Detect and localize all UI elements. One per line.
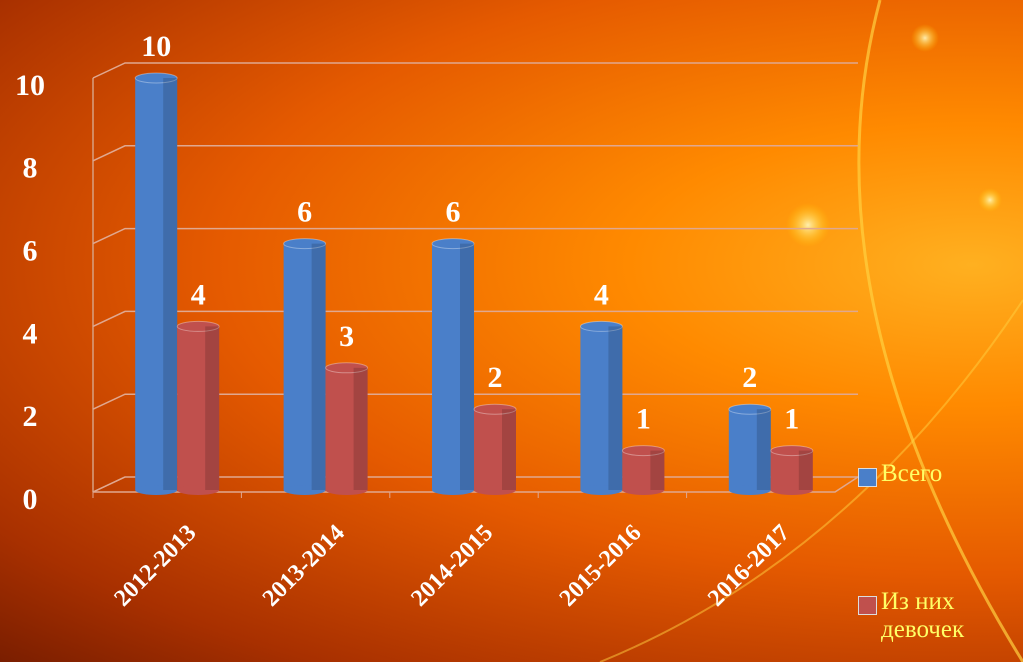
- legend-label: Всего: [881, 460, 1001, 488]
- legend-item: Из них девочек: [858, 588, 1018, 644]
- y-tick-label: 2: [23, 400, 38, 433]
- value-label: 4: [594, 278, 609, 311]
- bar: [622, 446, 664, 495]
- value-label: 6: [297, 196, 312, 229]
- bar: [771, 446, 813, 495]
- value-label: 1: [784, 403, 799, 436]
- bar-shade: [354, 368, 368, 490]
- y-tick-label: 4: [23, 317, 38, 350]
- bar-shade: [312, 244, 326, 490]
- bar: [326, 363, 368, 495]
- grid-line: [93, 146, 858, 161]
- value-label: 6: [446, 196, 461, 229]
- bar: [135, 73, 177, 495]
- bar: [729, 404, 771, 495]
- x-tick-label: 2016-2017: [703, 520, 795, 612]
- x-tick-label: 2014-2015: [406, 520, 498, 612]
- y-tick-label: 8: [23, 152, 38, 185]
- legend-swatch: [858, 468, 877, 487]
- bar-shade: [163, 78, 177, 490]
- decor-arc: [859, 0, 1023, 662]
- decor-glow: [911, 24, 939, 52]
- bar-shade: [608, 326, 622, 490]
- bar-shade: [460, 244, 474, 490]
- x-tick-label: 2012-2013: [110, 520, 202, 612]
- bar: [284, 239, 326, 495]
- legend-swatch: [858, 596, 877, 615]
- bar-shade: [757, 409, 771, 490]
- grid-line: [93, 229, 858, 244]
- value-label: 4: [191, 278, 206, 311]
- x-tick-label: 2013-2014: [258, 520, 350, 612]
- bar: [177, 321, 219, 495]
- bar-shade: [502, 409, 516, 490]
- y-tick-label: 10: [15, 69, 45, 102]
- bar: [474, 404, 516, 495]
- grid-line: [93, 63, 858, 78]
- decor-glow: [786, 203, 830, 247]
- legend-item: Всего: [858, 460, 1018, 488]
- y-tick-label: 6: [23, 234, 38, 267]
- chart: 0 2 4 6 8 10 2012-2013 10 4 2013-2014 6 3 2014-2015 6…: [0, 0, 1023, 662]
- value-label: 2: [742, 361, 757, 394]
- value-label: 10: [141, 30, 171, 63]
- x-tick-label: 2015-2016: [555, 520, 647, 612]
- decor-glow: [978, 188, 1002, 212]
- bar: [580, 321, 622, 495]
- bar-shade: [650, 451, 664, 490]
- value-label: 1: [636, 403, 651, 436]
- legend-label: Из них девочек: [881, 588, 1001, 644]
- bar-shade: [205, 326, 219, 490]
- slide: 0 2 4 6 8 10 2012-2013 10 4 2013-2014 6 3 2014-2015 6…: [0, 0, 1023, 662]
- y-tick-label: 0: [23, 483, 38, 516]
- value-label: 2: [488, 361, 503, 394]
- bar-shade: [799, 451, 813, 490]
- value-label: 3: [339, 320, 354, 353]
- bar: [432, 239, 474, 495]
